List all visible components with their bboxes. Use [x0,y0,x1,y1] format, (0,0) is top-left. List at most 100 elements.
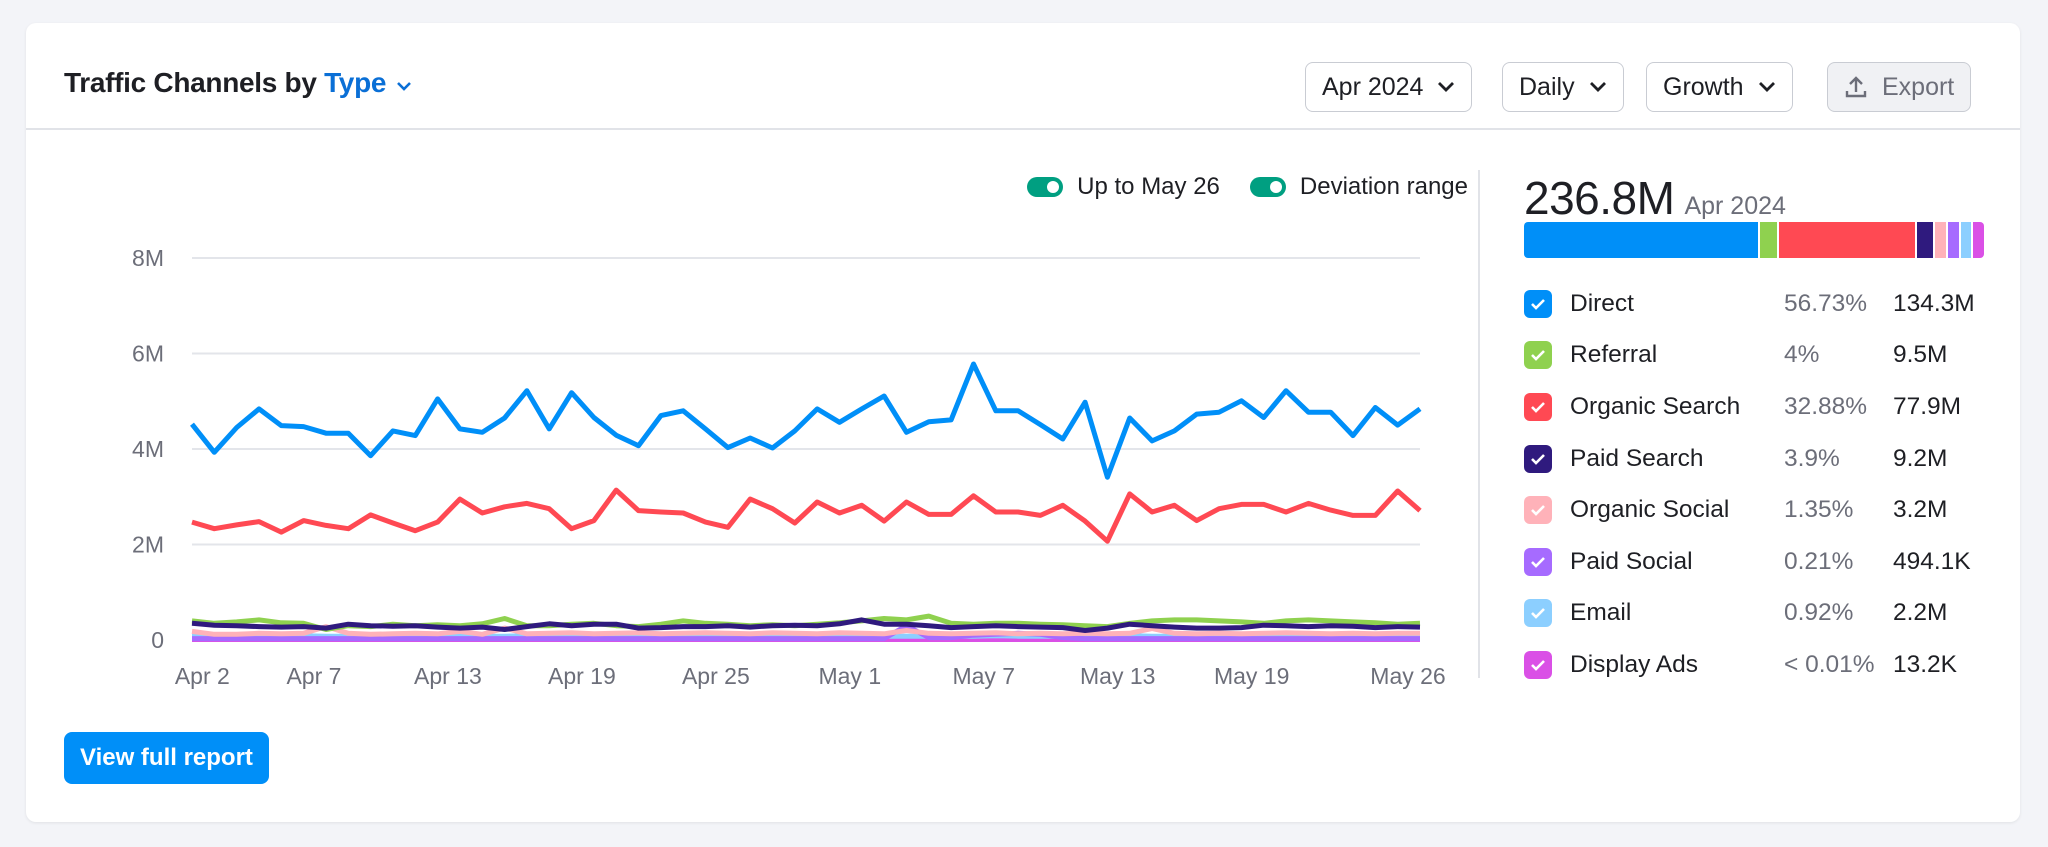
chevron-down-icon[interactable] [396,67,412,99]
channel-percent: 0.21% [1784,547,1854,575]
granularity-dropdown[interactable]: Daily [1502,62,1624,112]
channel-share-bar [1524,222,1984,258]
toggle-up-to-date[interactable]: Up to May 26 [1027,173,1220,201]
title-prefix: Traffic Channels by [64,67,317,98]
channel-value: 3.2M [1893,496,1948,524]
toggle-label: Up to May 26 [1077,173,1220,200]
x-tick-label: Apr 25 [682,663,750,689]
x-tick-label: May 7 [952,663,1015,689]
checkbox[interactable] [1524,392,1552,421]
legend-item[interactable]: Direct 56.73% 134.3M [1524,278,1984,330]
checkbox[interactable] [1524,444,1552,473]
checkbox[interactable] [1524,341,1552,370]
channel-name: Direct [1570,289,1634,317]
channel-name: Paid Social [1570,547,1693,575]
checkbox[interactable] [1524,289,1552,318]
x-tick-label: Apr 2 [175,663,230,689]
share-segment [1524,222,1759,258]
toggle-deviation-range[interactable]: Deviation range [1249,173,1468,201]
series-line-direct [190,361,1422,480]
y-tick-label: 6M [132,341,164,367]
series-line-paid-social [192,623,1420,642]
channel-percent: < 0.01% [1784,650,1875,678]
chevron-down-icon [1589,82,1606,92]
chevron-down-icon [1438,82,1455,92]
x-tick-label: Apr 13 [414,663,482,689]
x-tick-label: May 1 [818,663,881,689]
checkbox[interactable] [1524,496,1552,525]
card-header: Traffic Channels by Type Apr 2024 Daily … [26,23,2020,130]
legend-item[interactable]: Paid Social 0.21% 494.1K [1524,536,1984,588]
period-label: Apr 2024 [1322,72,1424,101]
channel-percent: 56.73% [1784,289,1868,317]
channel-name: Organic Social [1570,496,1730,524]
channel-name: Display Ads [1570,650,1699,678]
channel-name: Email [1570,599,1632,627]
channel-name: Paid Search [1570,444,1704,472]
share-segment [1947,222,1959,258]
share-segment [1760,222,1777,258]
legend-item[interactable]: Organic Social 1.35% 3.2M [1524,484,1984,536]
channel-value: 2.2M [1893,599,1948,627]
export-button[interactable]: Export [1827,62,1972,112]
checkbox[interactable] [1524,599,1552,628]
channel-value: 9.2M [1893,444,1948,472]
x-tick-label: May 26 [1370,663,1445,689]
traffic-line-chart: 0 2M 4M 6M 8M Apr 2 Apr 7 Apr 13 Apr 19 Apr 25 May… [132,245,1446,689]
traffic-channels-card: Traffic Channels by Type Apr 2024 Daily … [26,23,2020,822]
channel-percent: 3.9% [1784,444,1840,472]
channel-name: Organic Search [1570,392,1741,420]
checkbox[interactable] [1524,547,1552,576]
metric-dropdown[interactable]: Growth [1646,62,1793,112]
legend-item[interactable]: Paid Search 3.9% 9.2M [1524,433,1984,485]
series-line-organic-search [191,487,1422,544]
y-tick-label: 4M [132,436,164,462]
share-segment [1916,222,1934,258]
metric-label: Growth [1663,72,1744,101]
x-tick-label: May 19 [1214,663,1289,689]
y-tick-label: 8M [132,245,164,271]
toggle-switch[interactable] [1249,177,1286,197]
card-title: Traffic Channels by Type [64,67,412,99]
view-full-report-button[interactable]: View full report [64,732,269,784]
y-tick-label: 2M [132,532,164,558]
series-line-organic-social [191,624,1420,637]
total-period: Apr 2024 [1684,192,1786,220]
toggle-label: Deviation range [1299,173,1468,200]
channel-percent: 32.88% [1784,392,1868,420]
channel-value: 494.1K [1893,547,1971,575]
upload-icon [1845,76,1867,98]
share-segment [1779,222,1915,258]
share-segment [1960,222,1972,258]
legend-item[interactable]: Email 0.92% 2.2M [1524,588,1984,640]
legend-item[interactable]: Organic Search 32.88% 77.9M [1524,381,1984,433]
channel-value: 77.9M [1893,392,1962,420]
channel-percent: 4% [1784,341,1820,369]
channel-name: Referral [1570,341,1658,369]
total-summary: 236.8M Apr 2024 [1524,171,1786,225]
period-dropdown[interactable]: Apr 2024 [1305,62,1473,112]
channel-percent: 1.35% [1784,496,1854,524]
share-segment [1935,222,1946,258]
channel-value: 9.5M [1893,341,1948,369]
series-line-paid-search [191,617,1421,633]
legend-item[interactable]: Referral 4% 9.5M [1524,330,1984,382]
chart-toggles: Up to May 26 Deviation range [1027,173,1468,201]
export-label: Export [1882,72,1955,101]
channel-value: 134.3M [1893,289,1975,317]
legend-item[interactable]: Display Ads < 0.01% 13.2K [1524,639,1984,691]
x-tick-label: May 13 [1080,663,1155,689]
type-selector[interactable]: Type [324,67,387,98]
x-tick-label: Apr 19 [548,663,616,689]
chevron-down-icon [1758,82,1775,92]
toggle-switch[interactable] [1027,177,1064,197]
share-segment [1973,222,1984,258]
channel-percent: 0.92% [1784,599,1854,627]
total-visits: 236.8M [1524,172,1675,224]
x-tick-label: Apr 7 [286,663,341,689]
y-tick-label: 0 [151,627,164,653]
channel-legend: Direct 56.73% 134.3M Referral 4% 9.5M Or… [1524,278,1984,691]
panel-divider [1478,170,1480,678]
granularity-label: Daily [1519,72,1575,101]
checkbox[interactable] [1524,650,1552,679]
